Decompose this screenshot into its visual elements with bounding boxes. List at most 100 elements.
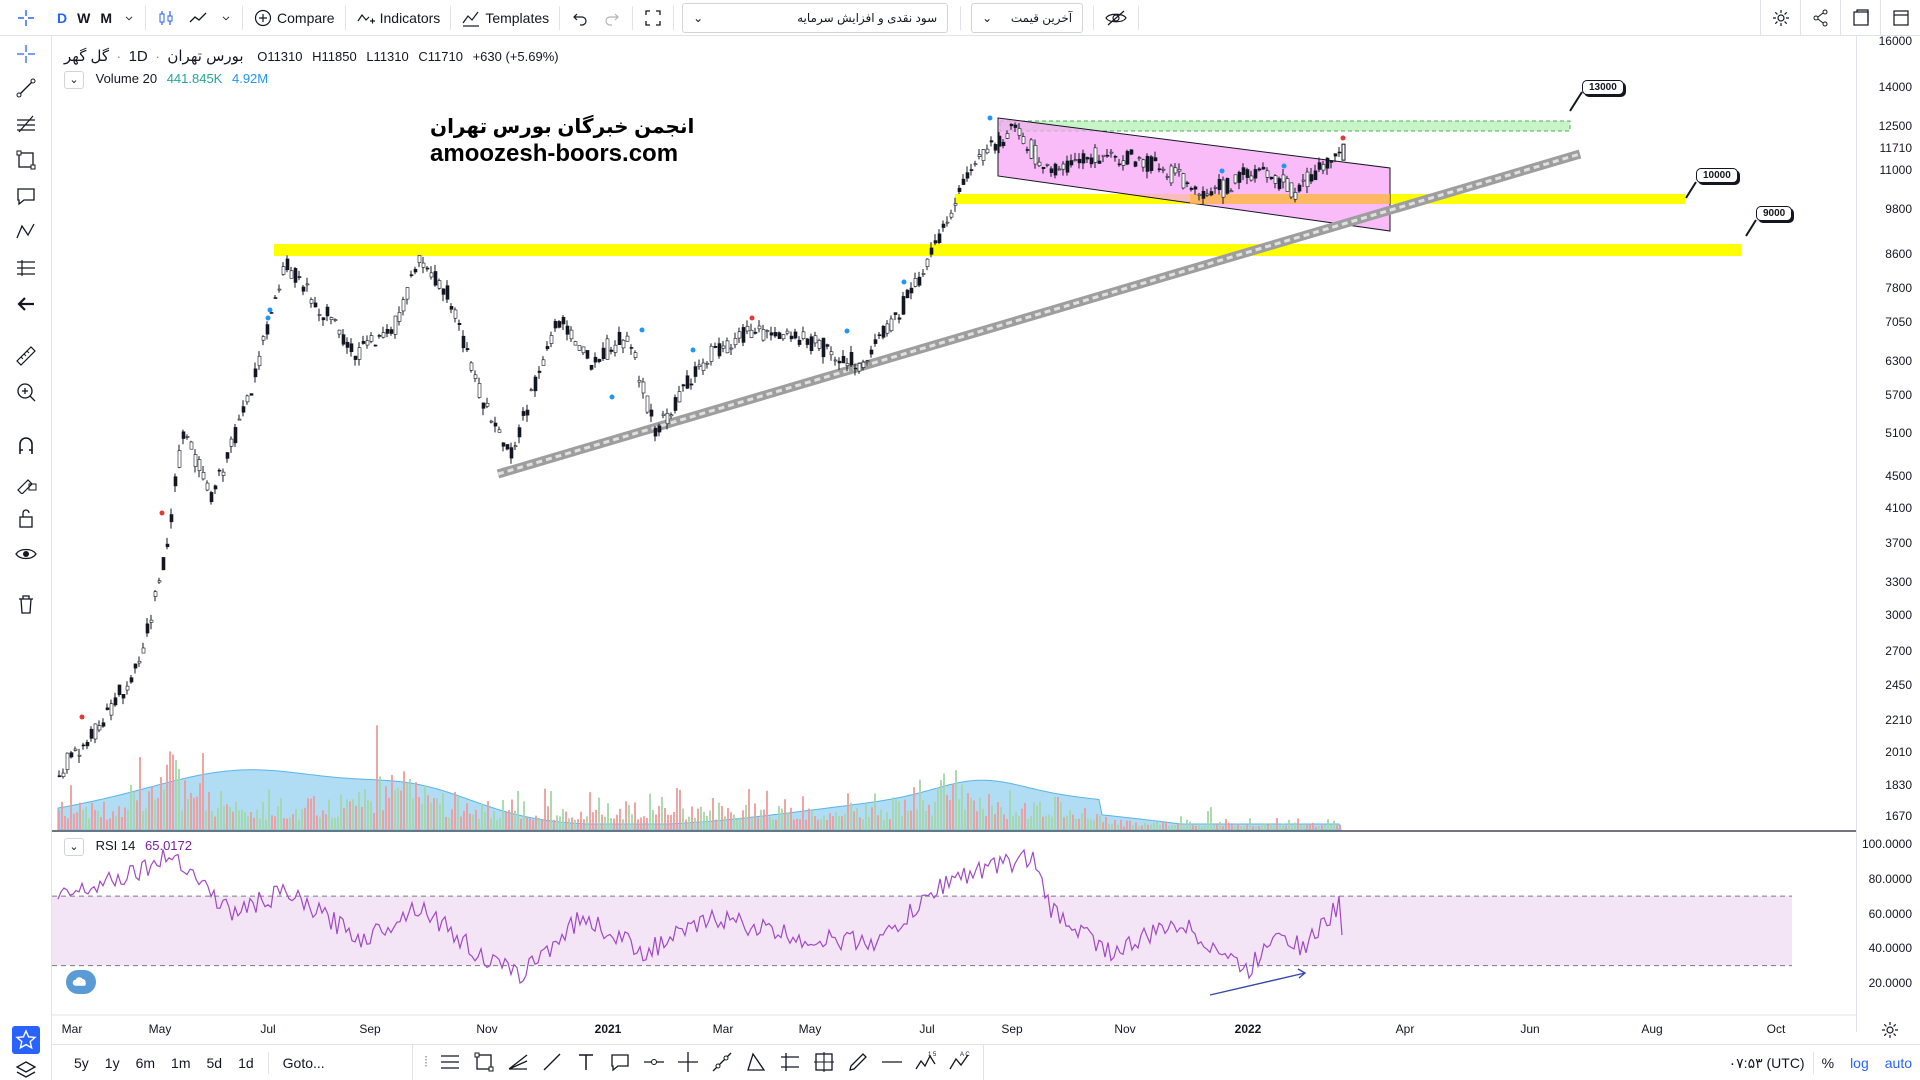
resolution-day[interactable]: D [57,9,68,26]
prediction-tool-icon[interactable] [12,254,40,282]
pattern-tool-icon[interactable] [12,218,40,246]
goto-button[interactable]: Goto... [282,1054,325,1071]
trash-icon[interactable] [12,590,40,618]
range-6m[interactable]: 6m [135,1054,156,1071]
candle-body [289,270,294,279]
volume-bar [1219,821,1221,830]
resolution-month[interactable]: M [100,9,113,26]
volume-bar [661,796,663,830]
collapse-chevron-icon[interactable]: ⌄ [64,71,84,89]
unlock-icon[interactable] [12,504,40,532]
share-icon[interactable] [1800,0,1840,36]
indicators-button[interactable]: Indicators [350,4,447,32]
magnet-icon[interactable] [12,432,40,460]
volume-bar [367,799,369,830]
range-1d[interactable]: 1d [238,1054,254,1071]
volume-bar [289,817,291,830]
date-range-icon[interactable] [773,1045,807,1079]
triangle-pattern-icon[interactable] [739,1045,773,1079]
volume-bar [232,811,234,830]
layout-icon[interactable] [1880,0,1920,36]
log-toggle[interactable]: log [1850,1055,1869,1071]
grid-measure-icon[interactable] [807,1045,841,1079]
svg-text:A C: A C [960,1052,970,1058]
volume-bar [1087,818,1089,830]
candle-body [1017,128,1022,136]
candle-body [657,425,662,433]
fullscreen-icon[interactable] [637,4,669,32]
collapse-chevron-icon[interactable]: ⌄ [64,838,84,856]
templates-button[interactable]: Templates [455,4,555,32]
brush-icon[interactable] [841,1045,875,1079]
candle-body [1133,161,1138,167]
trend-line-icon[interactable] [12,74,40,102]
volume-bar [184,780,186,830]
text-callout-icon[interactable] [12,182,40,210]
rectangle-icon[interactable] [467,1045,501,1079]
candle-body [917,276,922,286]
back-arrow-icon[interactable] [12,290,40,318]
volume-bar [1339,824,1341,830]
rectangle-tool-icon[interactable] [12,146,40,174]
lock-drawing-icon[interactable] [12,468,40,496]
hide-eye-icon[interactable] [1098,4,1134,32]
ruler-icon[interactable] [12,342,40,370]
compare-button[interactable]: Compare [247,4,341,32]
eye-icon[interactable] [12,540,40,568]
auto-toggle[interactable]: auto [1884,1055,1912,1071]
object-tree-icon[interactable] [12,1060,40,1080]
percent-toggle[interactable]: % [1821,1055,1835,1071]
horizontal-lines-icon[interactable] [433,1045,467,1079]
candle-body [577,345,582,351]
text-icon[interactable] [569,1045,603,1079]
undo-icon[interactable] [564,4,596,32]
candle-body [1289,182,1294,198]
drag-handle-icon[interactable] [419,1045,433,1079]
range-5d[interactable]: 5d [206,1054,223,1071]
zoom-in-icon[interactable] [12,378,40,406]
extended-line-icon[interactable] [705,1045,739,1079]
favorites-star-icon[interactable] [12,1026,40,1054]
resolution-week[interactable]: W [77,9,91,26]
horizontal-ray-icon[interactable] [637,1045,671,1079]
candle-body [257,355,262,366]
fib-fan-icon[interactable] [501,1045,535,1079]
redo-icon[interactable] [596,4,628,32]
candle-body [997,135,1002,147]
style-dropdown-icon[interactable] [214,4,238,32]
range-1y[interactable]: 1y [104,1054,120,1071]
volume-bar [79,802,81,830]
callout-icon[interactable] [603,1045,637,1079]
range-5y[interactable]: 5y [74,1054,89,1071]
abc-wave-icon[interactable]: A C [943,1045,977,1079]
callout-10000[interactable]: 10000 [1696,168,1738,183]
volume-bar [607,803,609,830]
dividends-dropdown[interactable]: ⌄ سود نقدی و افزایش سرمایه [682,2,949,33]
volume-bar [679,789,681,830]
candle-body [593,356,598,363]
chart-settings-gear-icon[interactable] [1880,1020,1900,1040]
cross-line-icon[interactable] [671,1045,705,1079]
chart-canvas[interactable] [52,36,1856,1044]
callout-9000[interactable]: 9000 [1756,206,1793,221]
candle-body [789,335,794,340]
crosshair-tool-icon[interactable] [12,40,40,68]
horizontal-line-icon[interactable] [875,1045,909,1079]
volume-bar [898,801,900,830]
resolution-dropdown-icon[interactable] [117,4,141,32]
candle-style-icon[interactable] [150,4,182,32]
price-axis[interactable]: 16000 14000 12500 11000 9800 8600 7800 7050 6300… [1856,34,1920,1032]
line-style-icon[interactable] [182,4,214,32]
crosshair-icon[interactable] [0,4,52,32]
fib-retracement-icon[interactable] [12,110,40,138]
line-icon[interactable] [535,1045,569,1079]
callout-13000[interactable]: 13000 [1582,80,1624,95]
snapshot-icon[interactable] [1840,0,1880,36]
range-1m[interactable]: 1m [171,1054,191,1071]
cloud-sync-icon[interactable] [66,970,96,994]
elliott-wave-icon[interactable]: 1 5 [909,1045,943,1079]
volume-bar [1015,812,1017,830]
price-source-dropdown[interactable]: ⌄ آخرین قیمت [971,2,1084,33]
candle-body [601,347,606,359]
settings-gear-icon[interactable] [1760,0,1800,36]
